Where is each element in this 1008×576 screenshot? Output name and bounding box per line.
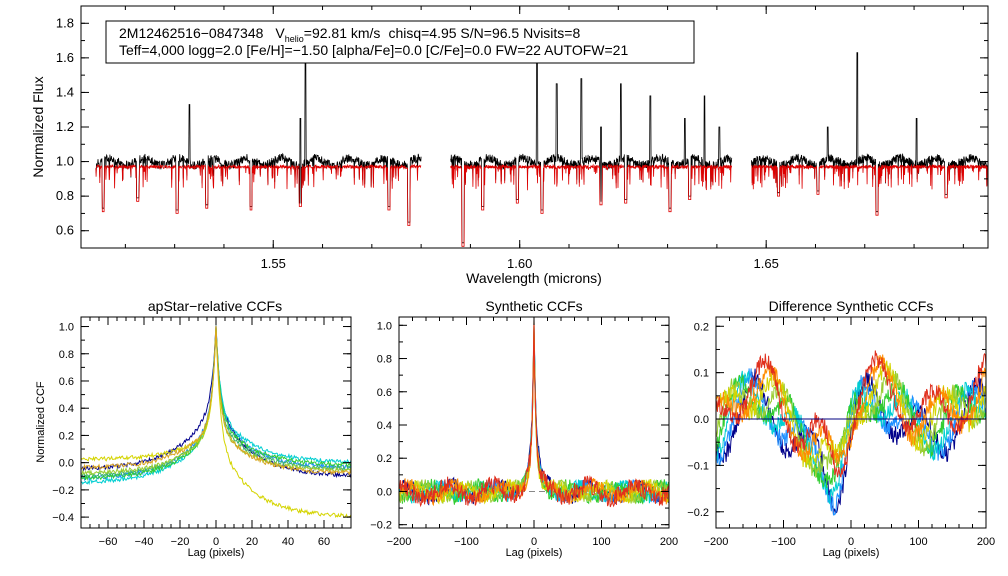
difference-ccf-series-line: [716, 354, 986, 467]
spectrum-plot-area: [95, 52, 988, 247]
x-tick-label: 60: [318, 536, 330, 548]
model-spectrum-line: [95, 163, 422, 226]
y-tick-label: −0.2: [370, 520, 392, 532]
x-tick-label: 200: [660, 536, 678, 548]
synthetic-ccf-panel: Synthetic CCFs −200 −100 0 100 200 −0.2 0.0 0.2…: [370, 298, 678, 559]
difference-ccf-frame: [715, 316, 987, 529]
y-tick-label: 1.2: [56, 119, 74, 134]
synthetic-ccf-axes: −200 −100 0 100 200 −0.2 0.0 0.2 0.4 0.6 0.8 1.0: [370, 317, 678, 548]
x-tick-label: 40: [282, 536, 294, 548]
model-spectrum-line: [751, 163, 988, 216]
apstar-ccf-panel: apStar−relative CCFs −60 −40 −20 0 20 40 60 −0.…: [35, 298, 352, 559]
difference-ccf-x-axis-title: Lag (pixels): [823, 547, 880, 559]
y-tick-label: 0.2: [694, 321, 709, 333]
y-tick-label: 1.0: [377, 320, 392, 332]
y-tick-label: 0.1: [694, 368, 709, 380]
y-tick-label: 0.8: [59, 349, 74, 361]
spectrum-legend-line1: 2M12462516−0847348 Vhelio=92.81 km/s chisq…: [119, 25, 580, 44]
observed-spectrum-line: [751, 52, 988, 213]
x-tick-label: −20: [171, 536, 190, 548]
y-tick-label: 1.0: [59, 322, 74, 334]
synthetic-ccf-x-axis-title: Lag (pixels): [506, 547, 563, 559]
y-tick-label: 0.0: [59, 458, 74, 470]
observed-spectrum-line: [95, 54, 422, 223]
y-tick-label: 0.6: [56, 223, 74, 238]
spectrum-legend-line2: Teff=4,000 logg=2.0 [Fe/H]=−1.50 [alpha/…: [119, 42, 628, 58]
y-tick-label: 0.4: [59, 403, 74, 415]
observed-spectrum-line: [450, 54, 733, 244]
y-tick-label: 0.0: [377, 486, 392, 498]
y-tick-label: 0.4: [377, 420, 392, 432]
x-tick-label: 100: [592, 536, 610, 548]
model-spectrum-line: [450, 163, 733, 247]
x-tick-label: −100: [771, 536, 796, 548]
synthetic-ccf-series-line: [399, 317, 669, 508]
x-tick-label: 0: [213, 536, 219, 548]
difference-ccf-series-line: [716, 350, 986, 478]
x-tick-label: 0: [848, 536, 854, 548]
y-tick-label: 0.0: [694, 414, 709, 426]
y-tick-label: 0.8: [377, 354, 392, 366]
spectrum-axes: 1.55 1.60 1.65 0.6 0.8 1.0 1.2 1.4 1.6 1.8: [56, 5, 988, 271]
y-tick-label: 0.6: [59, 376, 74, 388]
y-tick-label: −0.2: [687, 507, 709, 519]
difference-ccf-axes: −200 −100 0 100 200 −0.2 −0.1 0.0 0.1 0.2: [687, 317, 995, 548]
apstar-ccf-series-line: [81, 325, 351, 479]
x-tick-label: 200: [977, 536, 995, 548]
x-tick-label: 0: [531, 536, 537, 548]
y-tick-label: 1.4: [56, 84, 74, 99]
spectrum-x-axis-title: Wavelength (microns): [466, 270, 602, 286]
x-tick-label: 1.60: [507, 256, 532, 271]
synthetic-ccf-title: Synthetic CCFs: [485, 298, 582, 314]
difference-ccf-series-line: [716, 370, 986, 478]
difference-ccf-panel: Difference Synthetic CCFs −200 −100 0 100 20…: [687, 298, 995, 559]
y-tick-label: 1.6: [56, 50, 74, 65]
x-tick-label: 1.65: [754, 256, 779, 271]
x-tick-label: 20: [246, 536, 258, 548]
x-tick-label: 100: [909, 536, 927, 548]
y-tick-label: 1.8: [56, 15, 74, 30]
apstar-ccf-series-line: [81, 327, 351, 479]
apstar-ccf-frame: [80, 316, 352, 529]
apstar-ccf-x-axis-title: Lag (pixels): [188, 547, 245, 559]
x-tick-label: −200: [704, 536, 729, 548]
y-tick-label: 1.0: [56, 154, 74, 169]
y-tick-label: 0.8: [56, 188, 74, 203]
synthetic-ccf-plot-area: [399, 317, 669, 508]
apstar-ccf-y-axis-title: Normalized CCF: [35, 381, 47, 463]
spectrum-panel: 1.55 1.60 1.65 0.6 0.8 1.0 1.2 1.4 1.6 1.8 2M1246…: [30, 5, 989, 286]
apstar-ccf-axes: −60 −40 −20 0 20 40 60 −0.4 −0.2 0.0 0.2 0.4 0.6 0.8 1…: [52, 317, 352, 548]
apstar-ccf-series-line: [81, 325, 351, 476]
apstar-ccf-plot-area: [81, 324, 351, 519]
apstar-ccf-title: apStar−relative CCFs: [148, 298, 282, 314]
difference-ccf-plot-area: [716, 350, 986, 516]
spectrum-legend-box: [105, 20, 695, 64]
y-tick-label: −0.1: [687, 460, 709, 472]
apstar-ccf-series-line: [81, 328, 351, 486]
x-tick-label: −200: [387, 536, 412, 548]
y-tick-label: −0.2: [52, 485, 74, 497]
x-tick-label: 1.55: [261, 256, 286, 271]
apstar-ccf-series-line: [81, 326, 351, 477]
y-tick-label: 0.2: [59, 430, 74, 442]
x-tick-label: −60: [99, 536, 118, 548]
y-tick-label: −0.4: [52, 512, 74, 524]
x-tick-label: −40: [135, 536, 154, 548]
x-tick-label: −100: [454, 536, 479, 548]
difference-ccf-title: Difference Synthetic CCFs: [769, 298, 934, 314]
y-tick-label: 0.6: [377, 387, 392, 399]
spectrum-y-axis-title: Normalized Flux: [30, 76, 46, 177]
apstar-ccf-series-line: [81, 325, 351, 519]
y-tick-label: 0.2: [377, 453, 392, 465]
